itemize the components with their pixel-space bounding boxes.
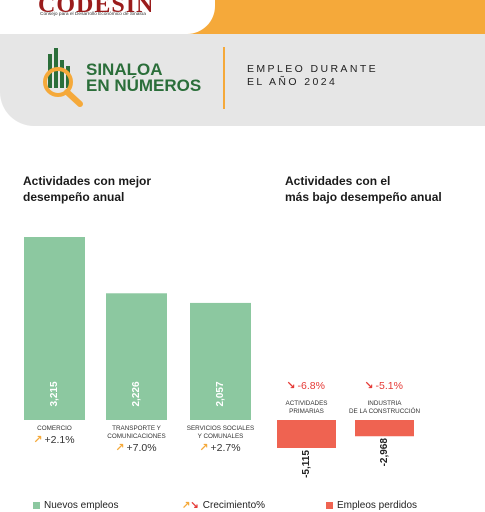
legend-new-jobs-label: Nuevos empleos bbox=[44, 500, 119, 511]
bar-best-0 bbox=[24, 237, 85, 420]
growth-best-2: +2.7% bbox=[211, 442, 241, 454]
bar-worst-1 bbox=[355, 420, 414, 437]
growth-worst-arrow-icon-1: ↘ bbox=[364, 379, 373, 392]
sinaloa-title-line2: EN NÚMEROS bbox=[86, 76, 202, 95]
worst-chart-title-line2: más bajo desempeño anual bbox=[285, 190, 442, 204]
legend-lost-jobs: Empleos perdidos bbox=[326, 500, 417, 511]
best-chart-title: Actividades con mejor desempeño anual bbox=[23, 173, 151, 205]
empleo-subtitle-line1: EMPLEO DURANTE bbox=[247, 63, 379, 75]
legend-up-arrow-icon: ↗ bbox=[182, 500, 191, 511]
growth-best-1: +7.0% bbox=[127, 442, 157, 454]
logo-area: CODESIN Consejo para el Desarrollo Econó… bbox=[0, 0, 215, 34]
bar-worst-0 bbox=[277, 420, 336, 448]
growth-worst-0: -6.8% bbox=[298, 380, 325, 392]
bar-best-value-2: 2,057 bbox=[215, 381, 226, 406]
bar-best-2 bbox=[190, 302, 251, 420]
bar-best-1 bbox=[106, 293, 167, 420]
bar-best-label-1-0: TRANSPORTE Y bbox=[112, 425, 162, 432]
best-chart-title-line2: desempeño anual bbox=[23, 190, 125, 204]
bar-best-label-2-1: Y COMUNALES bbox=[198, 433, 244, 440]
legend-growth: ↗ ↘ Crecimiento% bbox=[182, 500, 265, 511]
header-divider bbox=[223, 47, 225, 109]
growth-best-arrow-icon-0: ↗ bbox=[33, 433, 42, 446]
empleo-subtitle-line2: EL AÑO 2024 bbox=[247, 76, 338, 88]
legend-new-jobs-swatch bbox=[33, 502, 40, 509]
legend-lost-jobs-swatch bbox=[326, 502, 333, 509]
growth-best-arrow-icon-2: ↗ bbox=[199, 441, 208, 454]
bar-worst-label-1-1: DE LA CONSTRUCCIÓN bbox=[349, 406, 420, 415]
growth-worst-arrow-icon-0: ↘ bbox=[286, 379, 295, 392]
sinaloa-title: SINALOA EN NÚMEROS bbox=[86, 60, 202, 95]
best-chart-title-line1: Actividades con mejor bbox=[23, 174, 152, 188]
growth-worst-1: -5.1% bbox=[376, 380, 403, 392]
logo-text: CODESIN bbox=[38, 0, 155, 18]
magnifier-chart-icon bbox=[43, 48, 83, 107]
bar-best-label-0-0: COMERCIO bbox=[37, 425, 72, 432]
growth-best-arrow-icon-1: ↗ bbox=[115, 441, 124, 454]
bar-best-value-1: 2,226 bbox=[131, 381, 142, 406]
bar-best-label-2-0: SERVICIOS SOCIALES bbox=[187, 425, 254, 432]
empleo-subtitle: EMPLEO DURANTE EL AÑO 2024 bbox=[247, 63, 378, 89]
growth-best-0: +2.1% bbox=[45, 434, 75, 446]
legend-new-jobs: Nuevos empleos bbox=[33, 500, 118, 511]
worst-chart-title: Actividades con el más bajo desempeño an… bbox=[285, 173, 442, 205]
header-band bbox=[0, 34, 485, 126]
sinaloa-title-line1: SINALOA bbox=[86, 60, 163, 79]
bar-best-label-1-1: COMUNICACIONES bbox=[107, 433, 165, 440]
legend-growth-label: Crecimiento% bbox=[202, 500, 266, 511]
bar-worst-label-1-0: INDUSTRIA bbox=[368, 400, 403, 407]
legend-down-arrow-icon: ↘ bbox=[190, 500, 199, 511]
bar-best-value-0: 3,215 bbox=[49, 381, 60, 406]
bar-worst-label-0-1: PRIMARIAS bbox=[289, 408, 324, 415]
bar-worst-value-1: -2,968 bbox=[379, 438, 390, 467]
bar-worst-label-0-0: ACTIVIDADES bbox=[286, 400, 328, 407]
legend-lost-jobs-label: Empleos perdidos bbox=[337, 500, 418, 511]
logo-subtitle: Consejo para el Desarrollo Económico de … bbox=[40, 12, 146, 17]
bar-worst-value-0: -5,115 bbox=[301, 450, 312, 478]
worst-chart-title-line1: Actividades con el bbox=[285, 174, 391, 188]
